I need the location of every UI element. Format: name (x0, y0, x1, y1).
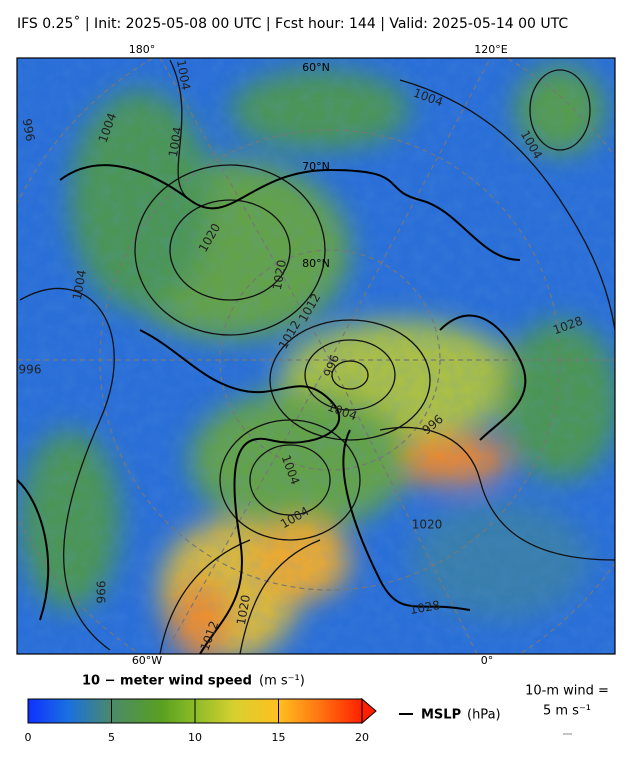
graticule-label: 80°N (302, 257, 330, 270)
wind-legend: 10-m wind = (525, 684, 609, 699)
colorbar-extend (361, 697, 377, 725)
contour-label: 1028 (409, 598, 442, 617)
wind-legend-value: 5 m s⁻¹ (543, 704, 591, 719)
graticule-label: 180° (129, 43, 156, 56)
colorbar-tick-label: 0 (25, 731, 32, 744)
graticule-label: 120°E (474, 43, 507, 56)
contour-label: 1020 (270, 259, 289, 292)
colorbar-tick-label: 20 (355, 731, 369, 744)
mslp-legend: MSLP (421, 708, 461, 723)
contour-label: 996 (19, 363, 42, 377)
colorbar-units: (m s⁻¹) (259, 674, 305, 689)
graticule-label: 0° (481, 654, 494, 667)
mslp-units: (hPa) (467, 708, 501, 723)
contour-label: 1020 (234, 594, 253, 627)
colorbar-tick-label: 5 (108, 731, 115, 744)
title: IFS 0.25˚ | Init: 2025-05-08 00 UTC | Fc… (17, 15, 568, 32)
contour-label: 1020 (412, 518, 443, 532)
map-frame (16, 57, 616, 655)
contour-label: 1004 (166, 126, 185, 159)
contour-label: 996 (94, 581, 108, 604)
colorbar-label: 10 − meter wind speed (82, 674, 252, 689)
graticule-label: 70°N (302, 160, 330, 173)
contour-label: 1004 (70, 269, 89, 302)
colorbar-tick-label: 15 (272, 731, 286, 744)
graticule-label: 60°N (302, 61, 330, 74)
colorbar-tick-label: 10 (188, 731, 202, 744)
contour-label: 1004 (174, 59, 193, 92)
contour-label: 996 (20, 117, 38, 142)
graticule-label: 60°W (132, 654, 162, 667)
